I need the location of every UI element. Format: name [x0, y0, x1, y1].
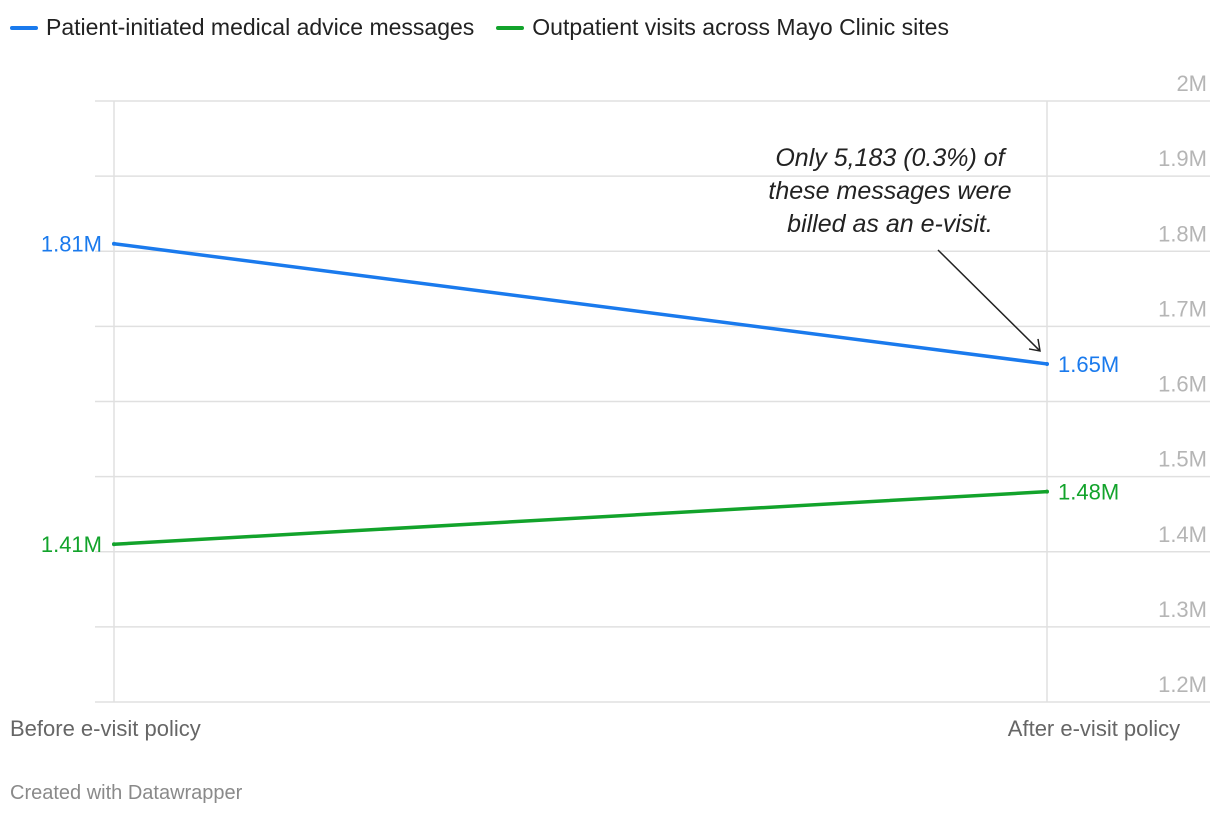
y-tick-label: 1.5M [1158, 447, 1207, 472]
data-label: 1.41M [41, 532, 102, 557]
y-tick-label: 1.9M [1158, 146, 1207, 171]
legend-item-visits: Outpatient visits across Mayo Clinic sit… [496, 14, 949, 41]
legend-swatch-visits [496, 25, 525, 30]
data-point [112, 542, 116, 547]
annotation-arrow-head [1028, 338, 1041, 352]
x-tick-label: Before e-visit policy [10, 716, 201, 741]
legend-label-visits: Outpatient visits across Mayo Clinic sit… [532, 14, 949, 40]
annotation-text: billed as an e-visit. [787, 210, 993, 238]
legend-label-messages: Patient-initiated medical advice message… [46, 14, 475, 40]
data-label: 1.81M [41, 232, 102, 257]
series-line [112, 241, 1049, 366]
legend: Patient-initiated medical advice message… [10, 14, 949, 41]
annotation-text: Only 5,183 (0.3%) of [775, 144, 1007, 172]
annotation-text: these messages were [768, 177, 1011, 205]
footer-credit: Created with Datawrapper [10, 782, 243, 804]
x-tick-label: After e-visit policy [1008, 716, 1180, 741]
y-tick-label: 1.4M [1158, 522, 1207, 547]
data-label: 1.65M [1058, 352, 1119, 377]
y-tick-label: 2M [1176, 71, 1207, 96]
annotation-arrow-line [937, 249, 1041, 352]
y-tick-label: 1.8M [1158, 221, 1207, 246]
data-point [1045, 361, 1049, 366]
data-label: 1.48M [1058, 480, 1119, 505]
series-line [112, 489, 1049, 546]
y-tick-label: 1.7M [1158, 296, 1207, 321]
data-point [1045, 489, 1049, 494]
y-tick-label: 1.2M [1158, 672, 1207, 697]
y-tick-label: 1.3M [1158, 597, 1207, 622]
y-tick-label: 1.6M [1158, 372, 1207, 397]
data-point [112, 241, 116, 246]
legend-swatch-messages [10, 25, 38, 30]
legend-item-messages: Patient-initiated medical advice message… [10, 14, 474, 41]
